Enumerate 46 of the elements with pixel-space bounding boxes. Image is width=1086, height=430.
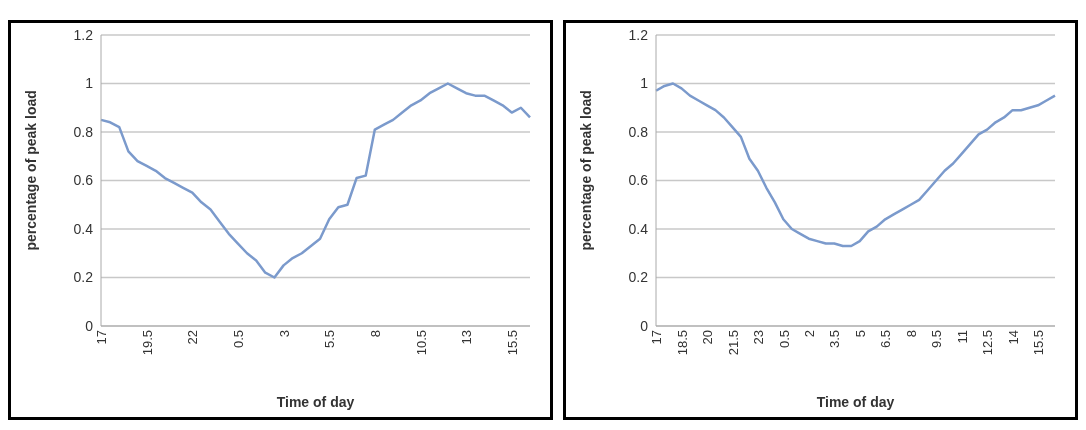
- x-tick-label: 8: [903, 330, 919, 338]
- x-tick-label: 0.5: [776, 330, 792, 349]
- y-tick-label: 0.4: [628, 220, 649, 237]
- y-tick-label: 0.8: [628, 123, 649, 140]
- x-tick-label: 2: [802, 330, 818, 338]
- y-tick-label: 1: [85, 75, 94, 92]
- x-tick-label: 17: [94, 330, 110, 345]
- x-tick-label: 11: [954, 330, 970, 344]
- y-tick-label: 1.2: [628, 26, 649, 43]
- x-tick-label: 9.5: [929, 330, 945, 349]
- x-tick-label: 10.5: [413, 330, 429, 356]
- y-tick-label: 1.2: [73, 26, 94, 43]
- x-tick-label: 14: [1005, 330, 1021, 345]
- x-tick-label: 5: [852, 330, 868, 338]
- y-tick-label: 0: [640, 317, 649, 334]
- x-tick-label: 19.5: [139, 330, 155, 356]
- y-axis-title: percentage of peak load: [577, 90, 594, 251]
- x-tick-label: 13: [459, 330, 475, 345]
- y-tick-label: 0.6: [73, 172, 94, 189]
- x-tick-label: 3.5: [827, 330, 843, 349]
- x-tick-label: 12.5: [980, 330, 996, 356]
- y-axis-title: percentage of peak load: [22, 90, 39, 251]
- x-tick-label: 3: [276, 330, 292, 338]
- y-tick-label: 1: [640, 75, 649, 92]
- line-series: [99, 82, 532, 279]
- x-tick-label: 6.5: [878, 330, 894, 349]
- y-tick-label: 0.6: [628, 172, 649, 189]
- x-tick-label: 15.5: [1031, 330, 1047, 356]
- y-tick-label: 0.4: [73, 220, 94, 237]
- y-tick-label: 0.2: [73, 269, 94, 286]
- x-axis-title: Time of day: [816, 394, 895, 410]
- x-tick-label: 20: [700, 330, 716, 345]
- x-tick-label: 18.5: [674, 330, 690, 356]
- x-tick-label: 21.5: [725, 330, 741, 356]
- x-tick-label: 5.5: [322, 330, 338, 349]
- x-tick-label: 8: [368, 330, 384, 338]
- y-tick-label: 0.8: [73, 123, 94, 140]
- y-tick-label: 0.2: [628, 269, 649, 286]
- y-tick-label: 0: [85, 317, 94, 334]
- x-tick-label: 23: [751, 330, 767, 345]
- x-tick-label: 22: [185, 330, 201, 345]
- x-tick-label: 17: [649, 330, 665, 345]
- x-tick-label: 15.5: [504, 330, 520, 356]
- x-axis-title: Time of day: [276, 394, 355, 410]
- x-tick-label: 0.5: [231, 330, 247, 349]
- line-series: [654, 82, 1057, 248]
